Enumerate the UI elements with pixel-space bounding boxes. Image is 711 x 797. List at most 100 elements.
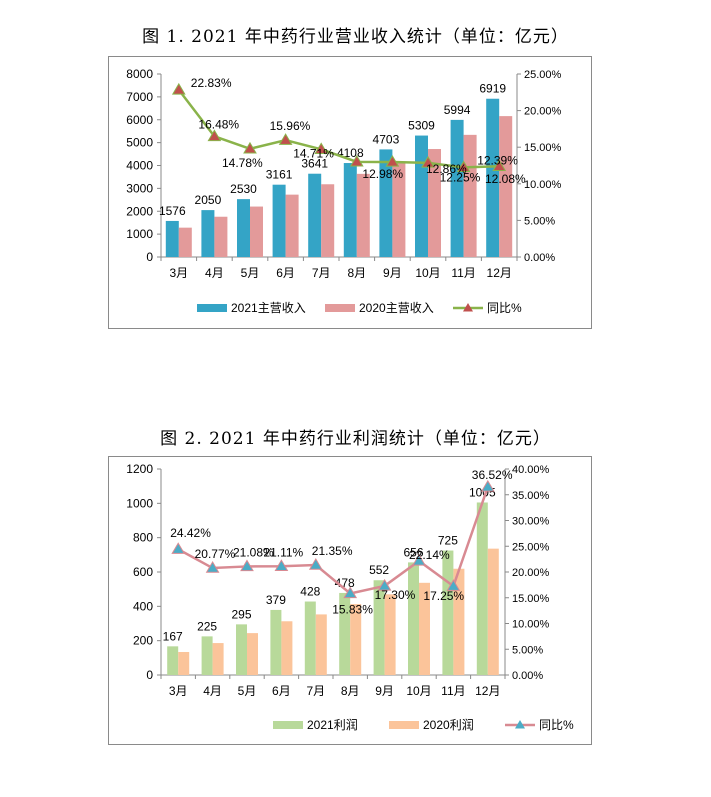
y2-tick-label: 10.00% (512, 619, 550, 631)
bar-previous (384, 594, 396, 675)
x-tick-label: 4月 (205, 266, 224, 280)
bar-current (476, 502, 488, 675)
yoy-value-label: 14.71% (293, 146, 334, 160)
yoy-marker (207, 129, 222, 142)
y2-tick-label: 20.00% (512, 567, 550, 579)
x-tick-label: 6月 (276, 266, 295, 280)
yoy-marker (385, 155, 400, 167)
legend-marker (463, 303, 473, 312)
bar-previous (463, 134, 477, 257)
bar-current (236, 624, 247, 675)
yoy-marker (205, 561, 220, 573)
bar-previous (321, 184, 335, 257)
bar-previous (350, 604, 362, 675)
bar-current (165, 220, 179, 257)
bar-current (270, 609, 282, 675)
y2-tick-label: 15.00% (524, 142, 562, 154)
bar-current (379, 149, 393, 257)
revenue-chart: 0 1000 2000 3000 4000 5000 6000 7000 8000 0.00% 5.… (126, 67, 562, 315)
x-tick-label: 3月 (169, 266, 188, 280)
bar-current (373, 580, 385, 675)
y-tick-label: 7000 (126, 90, 153, 104)
yoy-marker (343, 586, 358, 599)
y2-tick-label: 15.00% (512, 593, 550, 605)
bar-previous (419, 582, 430, 675)
yoy-marker (492, 159, 507, 172)
bar-previous (356, 173, 370, 257)
yoy-value-label: 12.98% (362, 167, 403, 181)
yoy-marker (240, 559, 254, 572)
y-tick-label: 1000 (126, 227, 153, 241)
bar-value-label: 225 (197, 619, 217, 633)
y2-tick-label: 10.00% (524, 179, 562, 191)
bar-current (304, 601, 316, 675)
yoy-value-label: 15.83% (332, 602, 373, 616)
x-tick-label: 12月 (475, 684, 500, 698)
bar-value-label: 2050 (195, 193, 222, 207)
bar-value-label: 4108 (337, 146, 364, 160)
y-tick-label: 0 (146, 250, 153, 264)
yoy-value-label: 24.42% (170, 526, 211, 540)
bar-previous (392, 161, 406, 257)
y-tick-label: 1200 (126, 462, 153, 476)
bar-value-label: 167 (163, 629, 183, 643)
bar-current (272, 184, 286, 257)
yoy-marker (243, 141, 257, 154)
yoy-marker (480, 479, 495, 492)
y-tick-label: 3000 (126, 181, 153, 195)
bar-value-label: 295 (231, 607, 251, 621)
yoy-value-label: 14.78% (222, 156, 263, 170)
bar-value-label: 379 (266, 593, 286, 607)
bar-current (486, 98, 500, 257)
yoy-value-label: 12.25% (440, 170, 481, 184)
chart-1-frame: 0 1000 2000 3000 4000 5000 6000 7000 8000 0.00% 5.… (108, 56, 592, 329)
yoy-value-label: 22.14% (409, 548, 450, 562)
bar-value-label: 725 (438, 534, 458, 548)
bar-current (237, 199, 250, 257)
x-tick-label: 5月 (238, 684, 257, 698)
yoy-value-label: 12.39% (477, 153, 518, 167)
yoy-value-label: 17.25% (423, 589, 464, 603)
legend-label: 2021主营收入 (231, 301, 306, 315)
yoy-value-label: 17.30% (375, 588, 416, 602)
bar-previous (178, 651, 190, 675)
x-tick-label: 8月 (341, 684, 360, 698)
legend-label: 同比% (539, 718, 574, 732)
x-tick-label: 3月 (169, 684, 188, 698)
yoy-marker (377, 578, 392, 591)
y-tick-label: 2000 (126, 204, 153, 218)
x-tick-label: 4月 (203, 684, 222, 698)
y-tick-label: 0 (146, 668, 153, 682)
y2-tick-label: 0.00% (524, 252, 555, 264)
y-tick-label: 200 (133, 634, 153, 648)
y-tick-label: 1000 (126, 496, 153, 510)
bar-previous (247, 633, 258, 675)
chart-1-title: 图 1. 2021 年中药行业营业收入统计（单位：亿元） (142, 27, 569, 47)
x-tick-label: 10月 (415, 266, 440, 280)
x-tick-label: 6月 (272, 684, 291, 698)
y2-tick-label: 40.00% (512, 464, 550, 476)
x-tick-label: 11月 (441, 684, 465, 698)
bar-value-label: 6919 (479, 82, 506, 96)
chart-2-frame: 0 200 400 600 800 1000 1200 0.00% 5.00% 10.00% 15.… (108, 456, 592, 745)
y-tick-label: 5000 (126, 136, 153, 150)
y-tick-label: 800 (133, 531, 153, 545)
yoy-marker (349, 154, 364, 167)
bar-current (415, 135, 428, 257)
y2-tick-label: 25.00% (524, 69, 562, 81)
y2-tick-label: 30.00% (512, 516, 550, 528)
x-tick-label: 12月 (487, 266, 512, 280)
yoy-marker (274, 559, 289, 571)
legend-swatch (273, 721, 303, 729)
bar-value-label: 4703 (373, 132, 400, 146)
yoy-marker (171, 82, 186, 95)
bar-current (308, 173, 322, 257)
y-tick-label: 8000 (126, 67, 153, 81)
yoy-value-label: 21.11% (263, 545, 303, 559)
bar-current (167, 646, 179, 675)
y2-tick-label: 0.00% (512, 670, 543, 682)
yoy-marker (412, 553, 426, 566)
yoy-value-label: 36.52% (472, 468, 513, 482)
yoy-marker (278, 133, 293, 145)
bar-previous (453, 568, 465, 675)
